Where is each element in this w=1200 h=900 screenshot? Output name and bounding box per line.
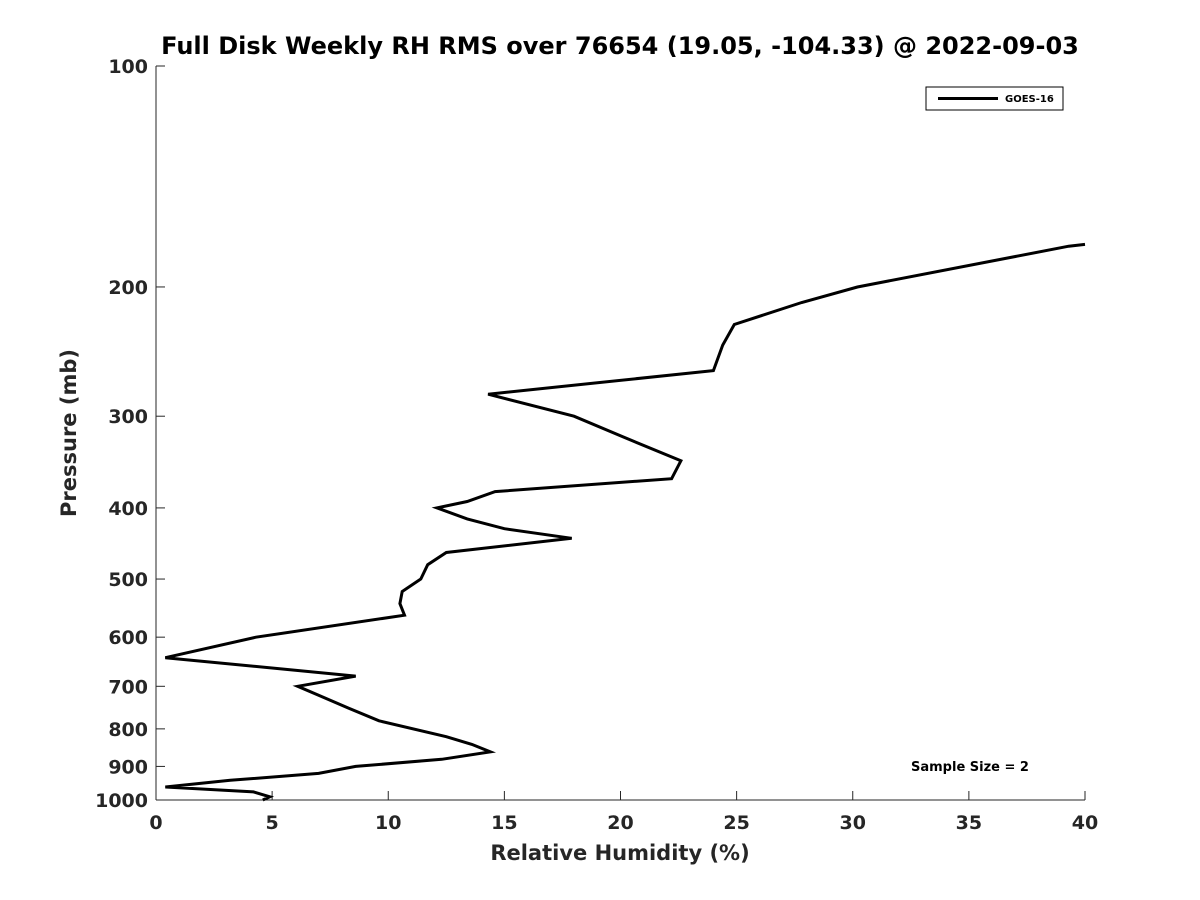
legend-label: GOES-16	[1005, 94, 1054, 105]
x-tick-label: 5	[266, 812, 279, 834]
y-tick-label: 600	[108, 627, 148, 649]
series-line-goes-16	[164, 242, 1086, 802]
chart-title: Full Disk Weekly RH RMS over 76654 (19.0…	[161, 32, 1079, 60]
x-axis-label: Relative Humidity (%)	[490, 841, 749, 865]
x-tick-label: 30	[840, 812, 866, 834]
x-tick-label: 40	[1072, 812, 1098, 834]
y-tick-label: 700	[108, 676, 148, 698]
x-tick-label: 0	[149, 812, 162, 834]
x-tick-label: 10	[375, 812, 401, 834]
x-tick-label: 15	[491, 812, 517, 834]
y-tick-label: 900	[108, 756, 148, 778]
y-tick-label: 400	[108, 498, 148, 520]
legend: GOES-16	[925, 86, 1064, 111]
x-tick-label: 25	[723, 812, 749, 834]
axis-ticks: 0 5 10 15 20 25 30 35 40 100 200 300 400 500 600 700 800…	[95, 56, 1098, 834]
series-group	[164, 242, 1086, 802]
sample-size-annotation: Sample Size = 2	[911, 760, 1029, 775]
y-tick-label: 800	[108, 719, 148, 741]
y-tick-label: 100	[108, 56, 148, 78]
y-axis-label: Pressure (mb)	[57, 349, 81, 517]
y-tick-label: 200	[108, 277, 148, 299]
y-tick-label: 500	[108, 569, 148, 591]
x-tick-label: 20	[607, 812, 633, 834]
x-tick-label: 35	[956, 812, 982, 834]
y-tick-label: 1000	[95, 790, 148, 812]
y-tick-label: 300	[108, 406, 148, 428]
